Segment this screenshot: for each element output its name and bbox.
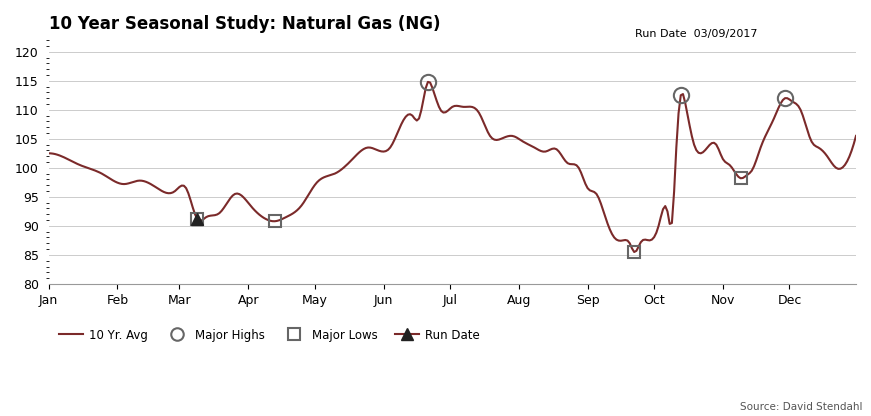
Text: Source: David Stendahl: Source: David Stendahl [739,402,862,412]
Text: Run Date  03/09/2017: Run Date 03/09/2017 [635,29,758,39]
Legend: 10 Yr. Avg, Major Highs, Major Lows, Run Date: 10 Yr. Avg, Major Highs, Major Lows, Run… [55,324,484,346]
Text: 10 Year Seasonal Study: Natural Gas (NG): 10 Year Seasonal Study: Natural Gas (NG) [49,15,440,33]
